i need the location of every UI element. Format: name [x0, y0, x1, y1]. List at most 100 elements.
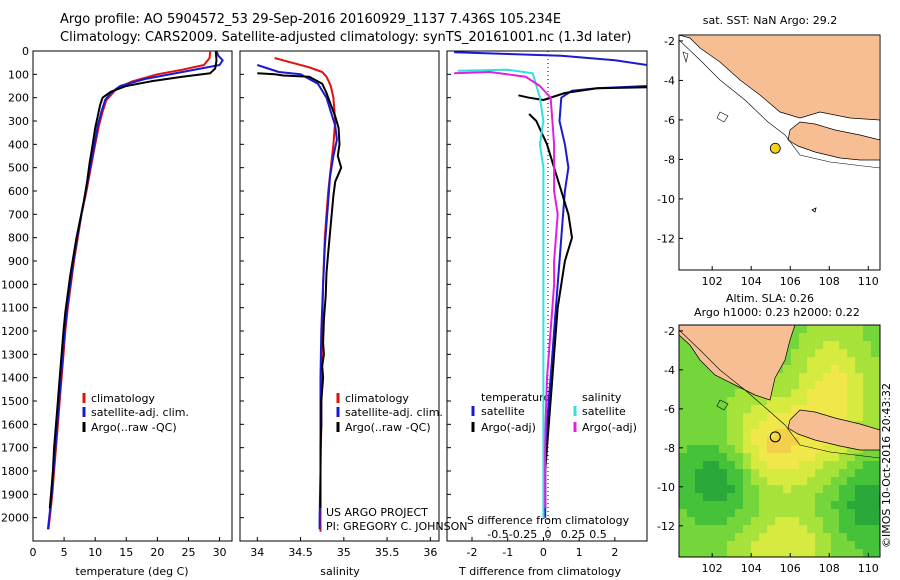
sla-cell: [735, 461, 743, 469]
sla-cell: [695, 525, 703, 533]
sla-cell: [727, 405, 735, 413]
sla-cell: [871, 493, 879, 501]
sla-cell: [783, 461, 791, 469]
sla-cell: [831, 349, 839, 357]
sla-cell: [679, 541, 687, 549]
sla-cell: [823, 325, 831, 333]
sla-cell: [831, 445, 839, 453]
sla-cell: [807, 461, 815, 469]
temperature-xtick-label: 10: [88, 546, 102, 559]
sla-cell: [695, 469, 703, 477]
sla-cell: [791, 461, 799, 469]
sla-cell: [767, 397, 775, 405]
sla-cell: [839, 373, 847, 381]
sla-cell: [799, 493, 807, 501]
sla-cell: [687, 549, 695, 557]
sla-cell: [807, 397, 815, 405]
sst-map-ytick-label: -10: [657, 193, 675, 206]
sla-cell: [679, 469, 687, 477]
sla-cell: [791, 397, 799, 405]
depth-tick-label: 1500: [1, 395, 29, 408]
sla-cell: [735, 413, 743, 421]
sla-cell: [751, 445, 759, 453]
sla-cell: [711, 493, 719, 501]
sla-cell: [863, 421, 871, 429]
sla-cell: [871, 501, 879, 509]
sla-cell: [823, 373, 831, 381]
sla-cell: [855, 501, 863, 509]
sla-cell: [711, 509, 719, 517]
sla-cell: [815, 461, 823, 469]
sla-cell: [863, 349, 871, 357]
sla-cell: [855, 477, 863, 485]
sla-cell: [815, 373, 823, 381]
sla-cell: [783, 365, 791, 373]
sla-cell: [719, 461, 727, 469]
sla-cell: [735, 541, 743, 549]
sla-cell: [743, 485, 751, 493]
sla-cell: [695, 405, 703, 413]
depth-tick-label: 1300: [1, 348, 29, 361]
sla-cell: [735, 485, 743, 493]
sla-cell: [703, 445, 711, 453]
sla-cell: [735, 397, 743, 405]
sla-cell: [727, 525, 735, 533]
sla-cell: [791, 493, 799, 501]
sla-cell: [815, 357, 823, 365]
salinity-legend: climatology satellite-adj. clim. Argo(..…: [326, 392, 467, 533]
plot-title-line2: Climatology: CARS2009. Satellite-adjuste…: [60, 30, 632, 45]
sla-cell: [799, 381, 807, 389]
sla-cell: [823, 469, 831, 477]
sla-cell: [839, 341, 847, 349]
sla-cell: [775, 549, 783, 557]
sla-cell: [783, 437, 791, 445]
sla-cell: [703, 469, 711, 477]
coastline-contour: [679, 39, 880, 169]
sla-cell: [743, 445, 751, 453]
sla-cell: [703, 549, 711, 557]
sla-cell: [799, 541, 807, 549]
sla-cell: [767, 445, 775, 453]
sla-cell: [759, 397, 767, 405]
sla-cell: [735, 445, 743, 453]
sla-cell: [759, 421, 767, 429]
sla-cell: [839, 405, 847, 413]
sla-cell: [759, 413, 767, 421]
sla-cell: [679, 373, 687, 381]
sla-cell: [839, 477, 847, 485]
sla-cell: [871, 533, 879, 541]
sla-cell: [783, 477, 791, 485]
sla-cell: [815, 405, 823, 413]
sla-cell: [767, 541, 775, 549]
sla-cell: [727, 485, 735, 493]
sla-cell: [767, 533, 775, 541]
sla-cell: [855, 325, 863, 333]
sla-cell: [735, 517, 743, 525]
sla-cell: [807, 509, 815, 517]
sla-cell: [823, 493, 831, 501]
sla-cell: [687, 517, 695, 525]
depth-tick-label: 1400: [1, 372, 29, 385]
sla-cell: [775, 477, 783, 485]
sla-cell: [831, 517, 839, 525]
sla-cell: [831, 365, 839, 373]
sla-cell: [831, 477, 839, 485]
sla-map-title-2: Argo h1000: 0.23 h2000: 0.22: [694, 306, 860, 319]
temperature-xtick-label: 0: [30, 546, 37, 559]
sla-cell: [783, 389, 791, 397]
sla-cell: [871, 413, 879, 421]
sla-cell: [695, 493, 703, 501]
sla-cell: [791, 509, 799, 517]
sla-cell: [807, 325, 815, 333]
sla-cell: [759, 445, 767, 453]
sla-cell: [871, 485, 879, 493]
sla-cell: [711, 453, 719, 461]
sla-cell: [687, 509, 695, 517]
sla-cell: [783, 421, 791, 429]
sst-map-ytick-label: -4: [664, 74, 675, 87]
sla-cell: [815, 381, 823, 389]
difference-xtick-label: -1: [502, 546, 513, 559]
sla-cell: [799, 461, 807, 469]
sla-cell: [831, 469, 839, 477]
sla-cell: [711, 381, 719, 389]
